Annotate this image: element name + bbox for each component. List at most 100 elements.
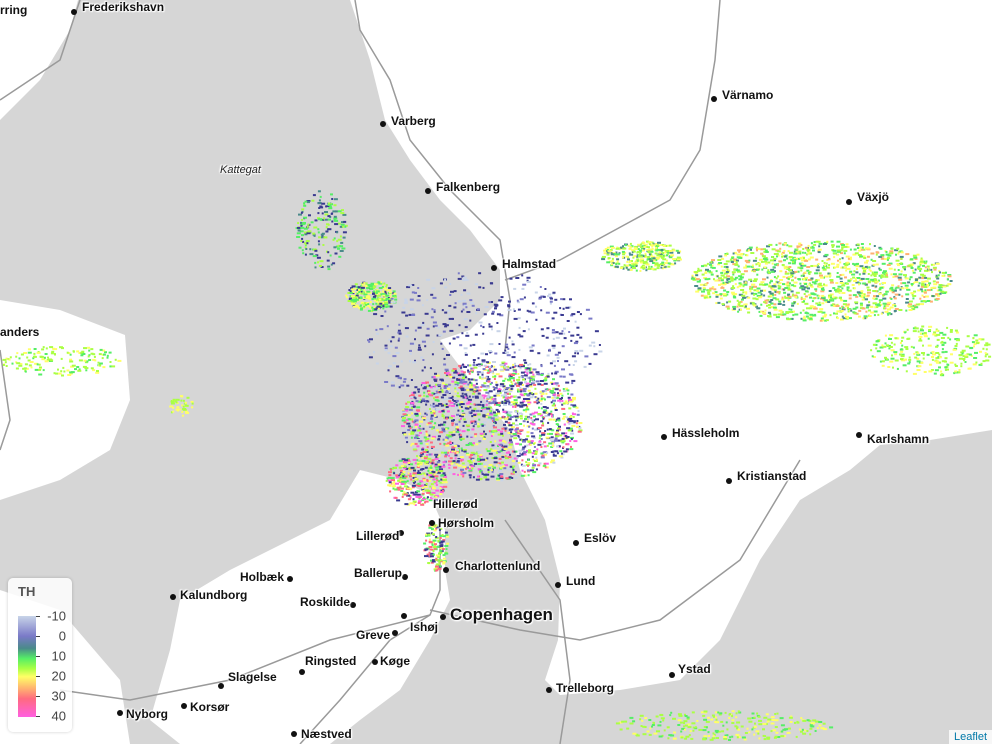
radar-echo: [499, 368, 504, 371]
radar-echo: [736, 299, 739, 302]
radar-echo: [444, 391, 449, 394]
radar-echo: [796, 257, 801, 260]
radar-echo: [371, 298, 375, 301]
radar-echo: [817, 303, 822, 306]
radar-echo: [558, 389, 561, 392]
radar-echo: [684, 737, 688, 740]
radar-echo: [471, 415, 474, 418]
radar-echo: [421, 397, 424, 400]
radar-echo: [753, 293, 756, 296]
radar-echo: [297, 226, 301, 229]
radar-echo: [779, 270, 783, 273]
radar-echo: [810, 242, 813, 245]
radar-echo: [846, 288, 849, 291]
radar-echo: [800, 317, 803, 320]
radar-echo: [919, 288, 923, 291]
radar-echo: [549, 432, 553, 435]
radar-echo: [549, 439, 554, 442]
radar-echo: [743, 283, 748, 286]
radar-echo: [900, 282, 903, 285]
radar-echo: [477, 454, 479, 457]
radar-echo: [670, 711, 673, 714]
radar-echo: [537, 401, 540, 404]
radar-echo: [921, 282, 925, 285]
radar-echo: [375, 290, 380, 293]
radar-echo: [521, 459, 524, 462]
radar-echo: [889, 250, 894, 253]
radar-echo: [429, 386, 433, 389]
radar-echo: [358, 287, 362, 290]
radar-echo: [497, 410, 500, 413]
radar-echo: [468, 364, 472, 367]
radar-echo: [373, 290, 375, 293]
radar-echo: [428, 453, 432, 456]
radar-echo: [403, 467, 407, 470]
radar-echo: [972, 337, 975, 339]
radar-echo: [810, 722, 814, 725]
radar-echo: [834, 296, 837, 299]
radar-echo: [755, 257, 758, 260]
radar-echo: [514, 476, 518, 479]
radar-echo: [526, 439, 531, 442]
radar-echo: [417, 502, 421, 504]
radar-echo: [571, 382, 574, 385]
radar-echo: [519, 363, 524, 366]
radar-echo: [651, 247, 654, 250]
radar-echo: [84, 367, 89, 370]
radar-echo: [529, 442, 534, 444]
radar-echo: [393, 483, 396, 486]
radar-echo: [819, 274, 823, 277]
radar-echo: [748, 720, 753, 723]
radar-echo: [463, 401, 466, 404]
radar-echo: [852, 287, 855, 290]
radar-echo: [482, 286, 485, 289]
radar-echo: [438, 410, 443, 413]
radar-echo: [520, 390, 523, 393]
radar-echo: [529, 413, 533, 416]
radar-echo: [914, 304, 917, 307]
radar-echo: [507, 456, 512, 459]
radar-echo: [515, 431, 519, 434]
radar-echo: [457, 447, 460, 450]
radar-echo: [540, 398, 543, 401]
radar-echo: [952, 348, 957, 351]
radar-echo: [635, 733, 639, 736]
radar-echo: [921, 325, 925, 328]
radar-echo: [858, 246, 863, 249]
radar-echo: [317, 212, 320, 215]
radar-echo: [508, 443, 513, 446]
radar-echo: [459, 403, 462, 406]
radar-echo: [439, 491, 444, 494]
radar-echo: [726, 277, 731, 280]
radar-echo: [616, 258, 620, 261]
radar-echo: [904, 346, 909, 349]
radar-echo: [464, 278, 469, 281]
radar-echo: [111, 365, 116, 368]
radar-echo: [753, 733, 756, 736]
radar-echo: [422, 427, 425, 430]
radar-echo: [860, 243, 864, 245]
radar-echo: [804, 290, 808, 293]
radar-echo: [453, 400, 457, 402]
radar-echo: [468, 386, 473, 389]
radar-echo: [347, 292, 352, 294]
radar-echo: [805, 253, 808, 256]
radar-echo: [320, 266, 324, 268]
radar-echo: [820, 317, 824, 320]
radar-echo: [440, 450, 444, 453]
radar-echo: [394, 346, 398, 349]
radar-echo: [621, 256, 624, 259]
radar-echo: [650, 253, 653, 256]
radar-echo: [443, 476, 447, 478]
radar-echo: [391, 485, 396, 488]
radar-echo: [537, 397, 540, 400]
radar-echo: [940, 290, 945, 293]
radar-echo: [861, 294, 864, 297]
radar-echo: [310, 221, 314, 224]
radar-echo: [926, 265, 930, 268]
radar-echo: [836, 249, 841, 252]
radar-echo: [523, 393, 526, 396]
radar-echo: [412, 448, 417, 451]
radar-echo: [857, 254, 862, 256]
